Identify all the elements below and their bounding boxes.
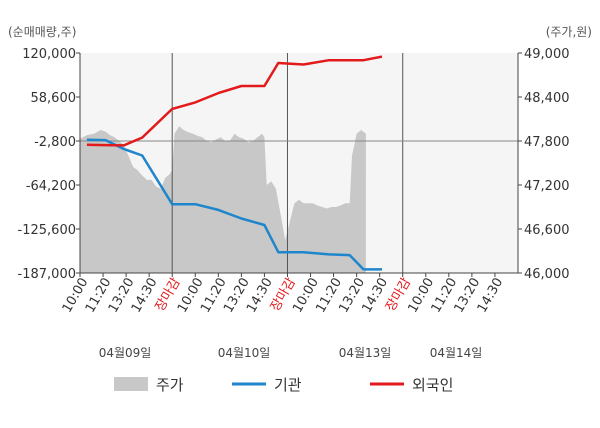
date-label-layer: 04월09일 04월10일 04월13일 04월14일 xyxy=(99,346,483,360)
x-tick-layer: 10:0011:2013:2014:30장마감10:0011:2013:2014… xyxy=(60,273,506,315)
y-left-tick-label: -125,600 xyxy=(18,223,76,238)
series-line-foreign xyxy=(86,55,383,147)
date-label: 04월10일 xyxy=(218,346,271,360)
y-right-tick-label: 46,000 xyxy=(524,267,570,282)
y-right-tick-label: 47,800 xyxy=(524,135,570,150)
y-right-tick-label: 49,000 xyxy=(524,47,570,62)
y-left-tick-label: -64,200 xyxy=(26,179,76,194)
legend-label: 외국인 xyxy=(412,376,453,394)
y-left-tick-label: -2,800 xyxy=(34,135,76,150)
left-axis-unit: (순매매량,주) xyxy=(8,25,76,39)
legend: 주가 기관 외국인 xyxy=(114,376,453,394)
series-line-institution xyxy=(86,138,382,271)
legend-item: 외국인 xyxy=(370,376,453,394)
legend-label: 주가 xyxy=(156,376,184,394)
day-divider-layer xyxy=(80,53,518,273)
date-label: 04월14일 xyxy=(430,346,483,360)
legend-swatch-area xyxy=(114,377,148,391)
y-left-tick-label: -187,000 xyxy=(18,267,76,282)
date-label: 04월13일 xyxy=(339,346,392,360)
right-axis-unit: (주가,원) xyxy=(546,25,592,39)
price-area-layer xyxy=(80,126,366,273)
axis-layer: (순매매량,주) (주가,원) 120,000 58,600 -2,800 -64,2… xyxy=(8,25,592,282)
y-left-tick-label: 58,600 xyxy=(31,91,77,106)
line-series-layer xyxy=(86,55,383,271)
series-area-price xyxy=(80,126,366,273)
y-right-tick-label: 48,400 xyxy=(524,91,570,106)
legend-item: 기관 xyxy=(232,376,302,394)
date-label: 04월09일 xyxy=(99,346,152,360)
y-right-tick-label: 47,200 xyxy=(524,179,570,194)
y-right-tick-label: 46,600 xyxy=(524,223,570,238)
legend-label: 기관 xyxy=(274,376,302,394)
legend-item: 주가 xyxy=(114,376,184,394)
y-left-tick-label: 120,000 xyxy=(22,47,76,62)
